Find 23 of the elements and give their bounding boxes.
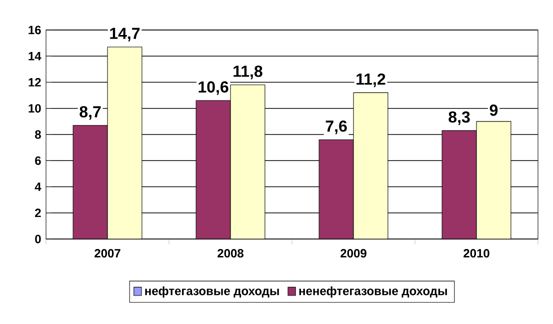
x-tick-label: 2009 — [340, 249, 366, 258]
x-tick-label: 2010 — [464, 249, 490, 258]
legend-label: нефтегазовые доходы — [145, 286, 279, 298]
data-label: 9 — [490, 104, 498, 116]
data-label: 10,6 — [198, 81, 228, 95]
y-tick-label: 8 — [35, 130, 41, 139]
data-label: 8,7 — [80, 106, 101, 120]
y-tick-label: 4 — [34, 182, 42, 191]
y-tick-label: 2 — [35, 208, 41, 218]
y-tick-label: 0 — [35, 234, 41, 244]
legend-label: ненефтегазовые доходы — [299, 286, 447, 298]
x-tick-label: 2007 — [94, 249, 120, 258]
data-label: 11,8 — [234, 66, 262, 80]
x-tick-label: 2008 — [218, 249, 244, 258]
data-label: 11,2 — [356, 73, 386, 88]
y-tick-label: 12 — [28, 78, 41, 86]
y-tick-label: 16 — [28, 26, 41, 34]
y-tick-label: 14 — [28, 52, 42, 60]
y-tick-label: 10 — [28, 104, 41, 113]
data-label: 8,3 — [448, 111, 470, 125]
y-tick-label: 6 — [35, 156, 41, 165]
data-label: 14,7 — [110, 28, 140, 42]
data-label: 7,6 — [326, 120, 347, 134]
